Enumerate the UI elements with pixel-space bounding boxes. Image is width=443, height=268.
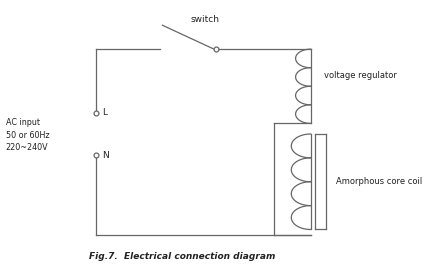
Text: Amorphous core coil: Amorphous core coil — [336, 177, 423, 186]
Text: L: L — [102, 108, 107, 117]
Text: AC input
50 or 60Hz
220~240V: AC input 50 or 60Hz 220~240V — [6, 118, 49, 152]
Text: switch: switch — [191, 15, 220, 24]
Text: N: N — [102, 151, 109, 160]
Text: voltage regulator: voltage regulator — [323, 71, 396, 80]
Text: Fig.7.  Electrical connection diagram: Fig.7. Electrical connection diagram — [89, 251, 275, 260]
